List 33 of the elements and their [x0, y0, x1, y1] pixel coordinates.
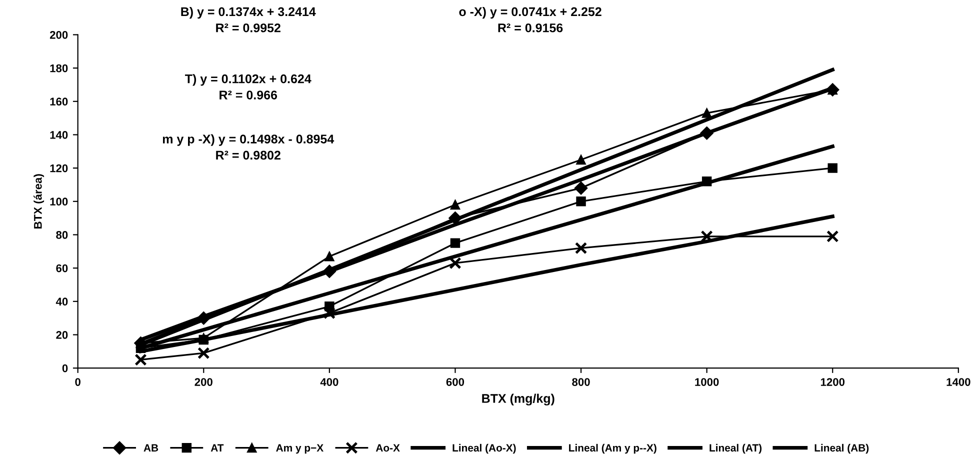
legend-label: Lineal (Am y p--X) — [569, 444, 656, 454]
legend-label: AB — [144, 444, 158, 452]
y-tick-label: 160 — [50, 98, 68, 106]
legend-label: Lineal (AB) — [814, 444, 869, 454]
y-tick-label: 0 — [62, 364, 68, 372]
y-tick-label: 180 — [50, 64, 68, 72]
legend-label: Lineal (Ao-X) — [452, 444, 516, 454]
text: B) y = 0.1374x + 3.2414 R² = 0.9952 — [181, 6, 316, 32]
x-tick-label: 800 — [572, 378, 590, 386]
y-tick-label: 80 — [56, 231, 68, 239]
text: o -X) y = 0.0741x + 2.252 R² = 0.9156 — [459, 6, 602, 32]
y-tick-label: 40 — [56, 298, 68, 306]
legend-label: Lineal (AT) — [710, 444, 762, 454]
y-tick-label: 100 — [50, 198, 68, 206]
x-tick-label: 400 — [320, 378, 338, 386]
y-tick-label: 120 — [50, 164, 68, 172]
annotation: m y p -X) y = 0.1498x - 0.8954 R² = 0.9802 — [162, 134, 334, 160]
y-axis-title: BTX (área) — [34, 174, 44, 228]
legend-label: AT — [210, 444, 224, 452]
y-tick-label: 140 — [50, 131, 68, 139]
x-axis-title: BTX (mg/kg) — [482, 394, 554, 406]
x-tick-label: 1200 — [820, 378, 845, 386]
x-tick-label: 200 — [194, 378, 212, 386]
x-tick-label: 600 — [446, 378, 464, 386]
y-tick-label: 20 — [56, 331, 68, 339]
legend-label: Am y p−X — [276, 444, 324, 454]
x-tick-label: 1400 — [946, 378, 970, 386]
legend-label: Ao-X — [376, 444, 400, 452]
y-tick-label: 200 — [50, 30, 68, 39]
annotation: T) y = 0.1102x + 0.624 R² = 0.966 — [185, 74, 312, 100]
y-tick-label: 60 — [56, 264, 68, 272]
x-tick-label: 0 — [75, 378, 80, 386]
x-tick-label: 1000 — [695, 378, 719, 386]
